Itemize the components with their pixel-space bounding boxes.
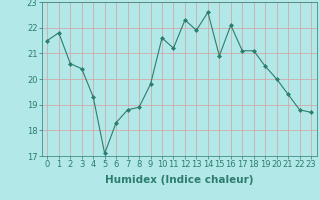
X-axis label: Humidex (Indice chaleur): Humidex (Indice chaleur) — [105, 175, 253, 185]
